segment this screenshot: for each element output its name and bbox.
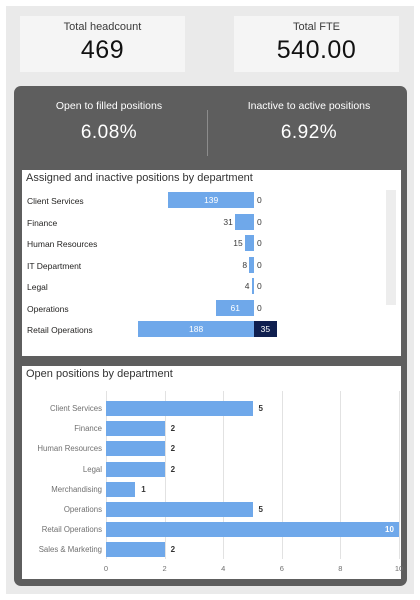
assigned-value: 8 — [242, 259, 248, 270]
x-gridline — [399, 391, 400, 559]
category-label-6: Retail Operations — [41, 525, 102, 535]
row-label-4: Legal — [27, 282, 48, 292]
open-bar-value: 10 — [385, 525, 394, 535]
open-bar[interactable] — [106, 502, 253, 517]
category-label-4: Merchandising — [51, 484, 102, 494]
assigned-inactive-chart[interactable]: Assigned and inactive positions by depar… — [22, 170, 401, 356]
open-bar-value: 2 — [170, 545, 176, 555]
headcount-label: Total headcount — [63, 21, 142, 33]
assigned-bar[interactable] — [138, 321, 254, 337]
open-chart-title: Open positions by department — [26, 368, 173, 380]
assigned-value: 139 — [204, 195, 219, 205]
x-tick-label: 2 — [162, 564, 167, 573]
assigned-bar[interactable] — [216, 299, 254, 316]
row-label-0: Client Services — [27, 196, 84, 206]
category-label-0: Client Services — [50, 404, 102, 413]
open-bar-value: 1 — [141, 484, 146, 494]
headcount-value: 469 — [80, 36, 125, 64]
open-bar[interactable] — [106, 421, 165, 437]
inactive-value: 0 — [257, 259, 262, 270]
row-label-3: IT Department — [27, 260, 82, 271]
open-positions-chart[interactable]: Open positions by department 0 2 4 6 8 10 Clie… — [22, 366, 403, 579]
row-label-2: Human Resources — [27, 239, 98, 249]
assigned-value: 4 — [244, 281, 250, 291]
x-tick-label: 6 — [279, 564, 284, 573]
inactive-value: 0 — [257, 302, 262, 313]
open-bar-value: 2 — [170, 464, 176, 474]
assigned-value: 15 — [233, 238, 243, 248]
assigned-bar[interactable] — [244, 235, 254, 251]
inactive-value: 0 — [257, 238, 262, 248]
fte-value: 540.00 — [276, 36, 357, 64]
fte-label: Total FTE — [292, 21, 341, 33]
assigned-value: 188 — [188, 324, 204, 334]
open-to-filled-label: Open to filled positions — [55, 100, 163, 112]
open-bar-value: 2 — [170, 424, 176, 434]
inactive-value: 0 — [257, 216, 262, 227]
inactive-value: 0 — [257, 195, 262, 205]
open-to-filled-value: 6.08% — [80, 122, 138, 143]
inactive-to-active-value: 6.92% — [280, 122, 338, 143]
inactive-value: 0 — [257, 281, 262, 291]
open-bar-value: 2 — [170, 444, 176, 454]
open-bar[interactable] — [106, 401, 253, 416]
open-bar[interactable] — [106, 481, 136, 497]
inactive-to-active-label: Inactive to active positions — [247, 100, 371, 112]
assigned-bar[interactable] — [251, 278, 254, 294]
x-gridline — [281, 391, 283, 559]
x-tick-label: 8 — [338, 564, 343, 573]
open-to-filled-stat[interactable]: Open to filled positions 6.08% — [14, 100, 204, 144]
inactive-bar[interactable] — [254, 321, 277, 337]
assigned-value: 61 — [230, 302, 240, 313]
open-bar-value: 5 — [258, 505, 263, 514]
row-label-5: Operations — [27, 303, 69, 314]
category-label-1: Finance — [74, 424, 102, 434]
row-label-1: Finance — [27, 217, 58, 228]
open-bar[interactable] — [106, 522, 399, 538]
assigned-chart-scrollbar[interactable] — [386, 190, 396, 305]
x-tick-label: 0 — [103, 564, 109, 573]
category-label-5: Operations — [63, 505, 102, 514]
inactive-value: 35 — [260, 324, 271, 334]
open-bar[interactable] — [106, 542, 165, 558]
open-bar[interactable] — [106, 441, 165, 457]
open-bar-value: 5 — [258, 404, 263, 413]
positions-panel: Open to filled positions 6.08% Inactive … — [14, 86, 407, 586]
x-gridline — [340, 391, 342, 559]
assigned-bar[interactable] — [249, 256, 254, 273]
x-tick-label: 10 — [394, 564, 404, 573]
category-label-3: Legal — [82, 464, 102, 474]
open-bar[interactable] — [106, 461, 165, 477]
inactive-to-active-stat[interactable]: Inactive to active positions 6.92% — [214, 100, 404, 144]
assigned-bar[interactable] — [234, 213, 254, 230]
x-gridline — [223, 391, 225, 559]
assigned-value: 31 — [223, 216, 233, 227]
assigned-bar[interactable] — [168, 192, 254, 208]
stat-divider — [207, 110, 208, 156]
row-label-6: Retail Operations — [27, 325, 93, 335]
assigned-chart-title: Assigned and inactive positions by depar… — [26, 172, 253, 184]
fte-card[interactable]: Total FTE 540.00 — [234, 16, 399, 72]
category-label-7: Sales & Marketing — [38, 545, 102, 555]
dashboard-canvas: Total headcount 469 Total FTE 540.00 Ope… — [6, 6, 414, 594]
headcount-card[interactable]: Total headcount 469 — [20, 16, 185, 72]
x-gridline — [164, 391, 166, 559]
category-label-2: Human Resources — [37, 444, 102, 454]
x-tick-label: 4 — [221, 564, 226, 573]
